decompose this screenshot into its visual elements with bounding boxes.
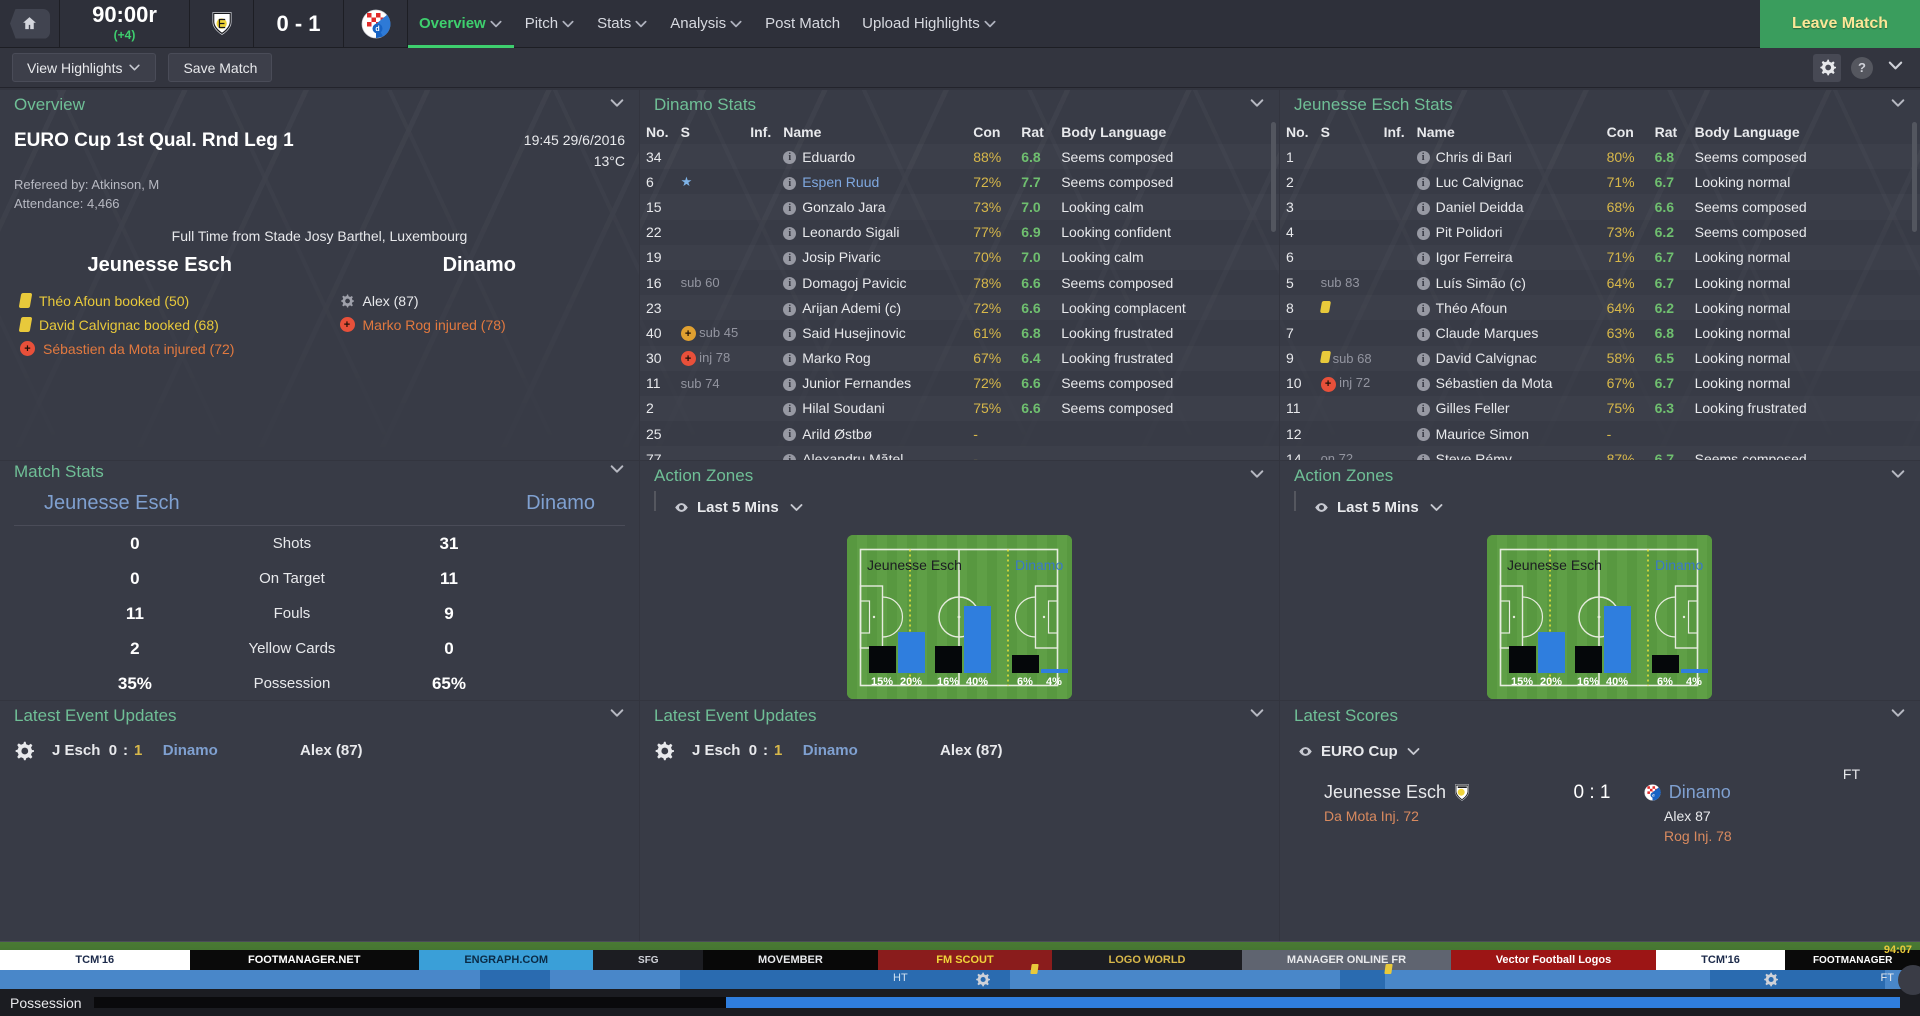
- svg-text:6%: 6%: [1657, 676, 1673, 688]
- svg-text:Dinamo: Dinamo: [1655, 557, 1703, 573]
- svg-text:d: d: [375, 26, 379, 33]
- svg-text:15%: 15%: [871, 676, 893, 688]
- svg-text:Dinamo: Dinamo: [1015, 557, 1063, 573]
- svg-text:15%: 15%: [1511, 676, 1533, 688]
- svg-text:40%: 40%: [966, 676, 988, 688]
- svg-text:Jeunesse Esch: Jeunesse Esch: [867, 557, 962, 573]
- svg-text:4%: 4%: [1686, 676, 1702, 688]
- svg-text:6%: 6%: [1017, 676, 1033, 688]
- svg-text:16%: 16%: [937, 676, 959, 688]
- svg-text:16%: 16%: [1577, 676, 1599, 688]
- svg-text:20%: 20%: [1540, 676, 1562, 688]
- svg-text:40%: 40%: [1606, 676, 1628, 688]
- svg-text:4%: 4%: [1046, 676, 1062, 688]
- svg-text:20%: 20%: [900, 676, 922, 688]
- svg-text:Jeunesse Esch: Jeunesse Esch: [1507, 557, 1602, 573]
